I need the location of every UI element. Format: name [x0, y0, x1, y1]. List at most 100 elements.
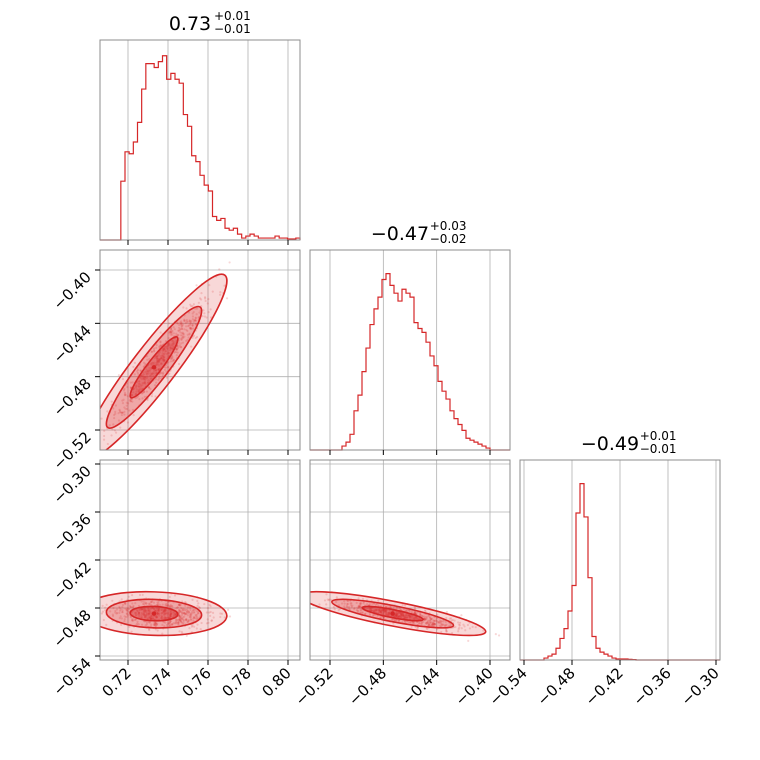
sample-point	[133, 373, 136, 376]
sample-point	[120, 411, 123, 414]
sample-point	[177, 620, 180, 624]
sample-point	[402, 613, 405, 616]
sample-point	[151, 617, 155, 620]
sample-point	[457, 630, 460, 633]
sample-point	[211, 290, 214, 293]
sample-point	[189, 327, 192, 330]
sample-point	[169, 615, 173, 618]
sample-point	[169, 612, 173, 615]
sample-point	[170, 623, 173, 626]
sample-point	[180, 614, 183, 617]
sample-point	[450, 619, 453, 622]
sample-point	[147, 614, 150, 617]
scatter-panel-0-2	[100, 590, 232, 637]
sample-point	[150, 614, 153, 618]
sample-point	[138, 611, 141, 614]
sample-point	[145, 375, 149, 378]
sample-point	[164, 617, 167, 620]
sample-point	[428, 616, 432, 619]
sample-point	[141, 375, 145, 378]
sample-point	[430, 621, 433, 624]
sample-point	[385, 609, 388, 613]
sample-point	[151, 600, 154, 603]
sample-point	[134, 611, 137, 614]
sample-point	[160, 614, 163, 618]
sample-point	[460, 614, 463, 617]
y-tick-label: −0.30	[50, 462, 95, 507]
sample-point	[441, 623, 444, 626]
sample-point	[167, 336, 170, 340]
sample-point	[144, 616, 147, 619]
sample-point	[143, 390, 146, 393]
sample-point	[170, 333, 174, 336]
sample-point	[147, 613, 150, 616]
sample-point	[460, 627, 463, 630]
sample-point	[392, 615, 396, 618]
sample-point	[147, 616, 151, 619]
sample-point	[146, 358, 149, 361]
panel-background	[310, 250, 510, 450]
sample-point	[161, 623, 164, 626]
sample-point	[144, 624, 147, 627]
sample-point	[458, 626, 461, 629]
sample-point	[168, 343, 171, 346]
sample-point	[403, 616, 406, 619]
sample-point	[397, 615, 401, 618]
sample-point	[395, 614, 398, 618]
sample-point	[385, 609, 388, 612]
sample-point	[136, 372, 140, 375]
sample-point	[448, 624, 451, 627]
sample-point	[157, 602, 160, 605]
sample-point	[211, 611, 215, 614]
sample-point	[180, 327, 184, 330]
sample-point	[147, 608, 150, 611]
sample-point	[383, 611, 386, 614]
sample-point	[165, 370, 168, 373]
sample-point	[125, 609, 129, 612]
sample-point	[130, 630, 133, 633]
title-upper-error: +0.03	[430, 219, 467, 233]
sample-point	[397, 615, 400, 619]
sample-point	[149, 387, 152, 391]
sample-point	[369, 606, 372, 610]
sample-point	[186, 606, 190, 609]
sample-point	[149, 616, 152, 620]
sample-point	[169, 603, 172, 607]
sample-point	[162, 371, 165, 374]
sample-point	[379, 611, 383, 614]
sample-point	[169, 620, 172, 623]
sample-point	[371, 602, 374, 605]
sample-point	[183, 318, 186, 321]
sample-point	[396, 615, 399, 618]
sample-point	[327, 599, 331, 602]
sample-point	[346, 599, 350, 603]
sample-point	[368, 612, 372, 615]
sample-point	[167, 621, 170, 625]
sample-point	[121, 603, 125, 607]
sample-point	[145, 368, 148, 371]
sample-point	[152, 623, 156, 626]
sample-point	[171, 342, 174, 345]
sample-point	[158, 375, 161, 378]
sample-point	[413, 617, 416, 620]
sample-point	[444, 620, 447, 623]
sample-point	[159, 344, 163, 347]
panel-background	[100, 40, 300, 240]
sample-point	[175, 354, 178, 357]
sample-point	[135, 388, 138, 391]
sample-point	[183, 319, 186, 323]
sample-point	[157, 608, 160, 612]
sample-point	[430, 624, 433, 627]
sample-point	[195, 617, 198, 620]
sample-point	[206, 618, 209, 621]
sample-point	[191, 312, 194, 315]
sample-point	[439, 621, 442, 625]
sample-point	[210, 619, 213, 622]
sample-point	[181, 327, 184, 331]
sample-point	[126, 385, 129, 389]
sample-point	[161, 632, 164, 635]
sample-point	[142, 613, 145, 616]
sample-point	[426, 619, 429, 623]
sample-point	[122, 389, 126, 392]
sample-point	[148, 366, 151, 370]
